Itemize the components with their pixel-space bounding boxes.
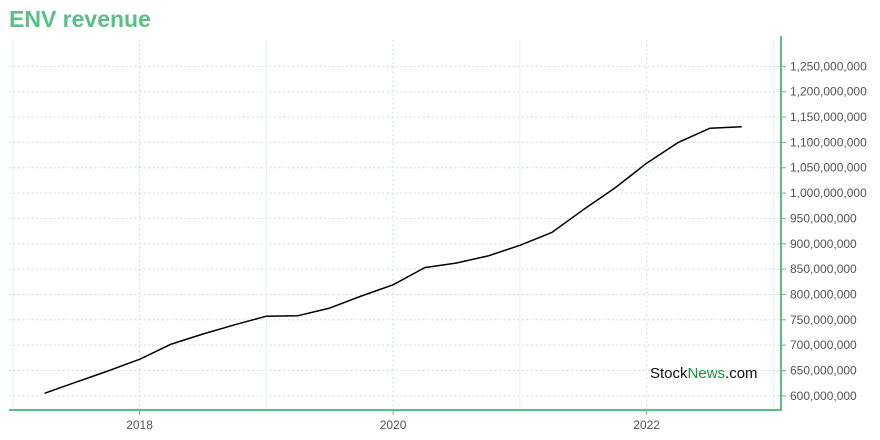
data-point bbox=[708, 126, 713, 131]
data-point bbox=[422, 265, 427, 270]
watermark-part-news: News bbox=[687, 365, 726, 382]
axes-layer bbox=[9, 36, 786, 415]
data-point bbox=[169, 342, 174, 347]
watermark-part-com: .com bbox=[725, 365, 758, 382]
data-point bbox=[74, 380, 79, 385]
y-tick-label: 950,000,000 bbox=[790, 211, 857, 225]
y-tick-label: 700,000,000 bbox=[790, 338, 857, 352]
data-point bbox=[200, 331, 205, 336]
x-tick-label: 2018 bbox=[126, 418, 153, 432]
grid-layer bbox=[9, 40, 781, 410]
data-point bbox=[549, 230, 554, 235]
data-point bbox=[581, 207, 586, 212]
y-tick-label: 750,000,000 bbox=[790, 313, 857, 327]
data-point bbox=[296, 313, 301, 318]
chart-title: ENV revenue bbox=[9, 6, 151, 32]
y-tick-label: 850,000,000 bbox=[790, 262, 857, 276]
data-point bbox=[517, 243, 522, 248]
y-tick-label: 1,050,000,000 bbox=[790, 161, 867, 175]
data-point bbox=[644, 161, 649, 166]
data-point bbox=[391, 282, 396, 287]
tick-labels-layer: 600,000,000 650,000,000 700,000,000 750,000… bbox=[126, 59, 867, 432]
data-point bbox=[327, 306, 332, 311]
data-point bbox=[42, 391, 47, 396]
y-tick-label: 1,000,000,000 bbox=[790, 186, 867, 200]
y-tick-label: 900,000,000 bbox=[790, 237, 857, 251]
revenue-series-line bbox=[44, 125, 742, 395]
data-point bbox=[232, 322, 237, 327]
stocknews-watermark: StockNews.com bbox=[650, 365, 758, 382]
y-tick-label: 650,000,000 bbox=[790, 363, 857, 377]
y-tick-label: 1,200,000,000 bbox=[790, 85, 867, 99]
y-tick-label: 1,100,000,000 bbox=[790, 135, 867, 149]
data-point bbox=[264, 314, 269, 319]
watermark-part-stock: Stock bbox=[650, 365, 688, 382]
data-point bbox=[454, 261, 459, 266]
data-point bbox=[359, 293, 364, 298]
data-point bbox=[137, 357, 142, 362]
data-point bbox=[612, 186, 617, 191]
data-point bbox=[676, 140, 681, 145]
x-tick-label: 2020 bbox=[380, 418, 407, 432]
y-tick-label: 1,250,000,000 bbox=[790, 59, 867, 73]
y-tick-label: 600,000,000 bbox=[790, 389, 857, 403]
y-tick-label: 1,150,000,000 bbox=[790, 110, 867, 124]
series-layer bbox=[42, 124, 744, 396]
y-tick-label: 800,000,000 bbox=[790, 287, 857, 301]
data-point bbox=[105, 368, 110, 373]
data-point bbox=[739, 124, 744, 129]
x-tick-label: 2022 bbox=[633, 418, 660, 432]
data-point bbox=[486, 253, 491, 258]
